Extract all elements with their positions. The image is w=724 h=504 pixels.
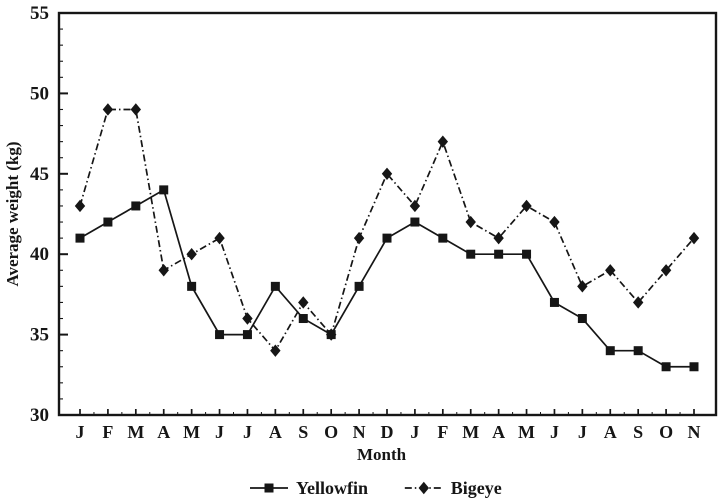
x-month-label: A bbox=[269, 422, 282, 442]
data-point-yellowfin bbox=[577, 314, 587, 324]
data-point-bigeye bbox=[158, 264, 169, 277]
data-point-yellowfin bbox=[438, 233, 448, 243]
x-month-label: D bbox=[381, 422, 394, 442]
data-point-bigeye bbox=[605, 264, 616, 277]
data-point-yellowfin bbox=[270, 281, 280, 291]
x-month-label: M bbox=[127, 422, 144, 442]
x-month-label: J bbox=[410, 422, 419, 442]
x-month-label: F bbox=[102, 422, 113, 442]
x-month-label: N bbox=[688, 422, 701, 442]
series-yellowfin bbox=[75, 185, 699, 372]
data-point-bigeye bbox=[465, 215, 476, 229]
data-point-yellowfin bbox=[131, 201, 141, 211]
data-point-yellowfin bbox=[549, 297, 559, 307]
series-bigeye bbox=[74, 103, 700, 357]
x-month-label: M bbox=[462, 422, 479, 442]
x-month-label: M bbox=[518, 422, 535, 442]
x-month-label: O bbox=[324, 422, 338, 442]
x-month-label: J bbox=[243, 422, 252, 442]
x-month-label: A bbox=[604, 422, 617, 442]
data-point-yellowfin bbox=[522, 249, 532, 259]
data-point-bigeye bbox=[549, 215, 560, 229]
data-point-bigeye bbox=[130, 103, 142, 116]
data-point-bigeye bbox=[270, 344, 281, 357]
data-point-yellowfin bbox=[354, 281, 364, 291]
data-point-bigeye bbox=[353, 231, 365, 245]
x-month-label: J bbox=[550, 422, 559, 442]
x-month-label: M bbox=[183, 422, 200, 442]
x-month-label: J bbox=[215, 422, 224, 442]
data-point-bigeye bbox=[242, 312, 253, 325]
x-month-label: J bbox=[578, 422, 587, 442]
y-axis-title: Average weight (kg) bbox=[3, 141, 22, 286]
legend-item-bigeye: Bigeye bbox=[404, 478, 502, 498]
x-axis-title: Month bbox=[357, 445, 407, 464]
legend-item-yellowfin: Yellowfin bbox=[250, 478, 368, 498]
data-point-yellowfin bbox=[75, 233, 85, 243]
legend-marker-square bbox=[264, 483, 274, 493]
y-tick-label: 30 bbox=[30, 405, 49, 426]
legend-marker-diamond bbox=[418, 481, 429, 495]
plot-frame bbox=[57, 11, 718, 417]
x-month-label: A bbox=[492, 422, 505, 442]
legend-label-yellowfin: Yellowfin bbox=[296, 478, 368, 498]
data-point-yellowfin bbox=[689, 362, 699, 372]
data-point-bigeye bbox=[521, 199, 532, 213]
data-point-bigeye bbox=[493, 231, 504, 245]
data-point-yellowfin bbox=[633, 346, 643, 356]
data-point-bigeye bbox=[381, 167, 393, 180]
data-point-bigeye bbox=[577, 280, 588, 293]
y-tick-label: 40 bbox=[30, 244, 49, 265]
data-point-bigeye bbox=[74, 199, 86, 213]
data-point-bigeye bbox=[688, 231, 700, 245]
data-point-yellowfin bbox=[215, 330, 225, 340]
data-point-yellowfin bbox=[103, 217, 113, 227]
y-tick-label: 55 bbox=[30, 3, 49, 24]
y-tick-label: 45 bbox=[30, 164, 49, 185]
data-point-bigeye bbox=[437, 135, 449, 148]
data-point-yellowfin bbox=[242, 330, 252, 340]
data-point-yellowfin bbox=[159, 185, 169, 195]
x-month-label: F bbox=[437, 422, 448, 442]
data-point-bigeye bbox=[298, 296, 309, 309]
x-month-label: O bbox=[659, 422, 673, 442]
data-point-yellowfin bbox=[187, 281, 197, 291]
x-month-label: S bbox=[633, 422, 643, 442]
series-line-bigeye bbox=[79, 108, 695, 353]
x-month-label: S bbox=[298, 422, 308, 442]
y-tick-label: 50 bbox=[30, 83, 49, 104]
data-point-bigeye bbox=[660, 264, 672, 277]
x-month-label: A bbox=[157, 422, 170, 442]
data-point-yellowfin bbox=[661, 362, 671, 372]
y-tick-label: 35 bbox=[30, 325, 49, 346]
data-point-yellowfin bbox=[410, 217, 420, 227]
legend: Yellowfin Bigeye bbox=[250, 478, 502, 498]
data-point-yellowfin bbox=[298, 314, 308, 324]
x-month-label: J bbox=[76, 422, 85, 442]
data-point-yellowfin bbox=[605, 346, 615, 356]
data-point-bigeye bbox=[632, 296, 644, 309]
data-point-yellowfin bbox=[494, 249, 504, 259]
data-point-bigeye bbox=[325, 328, 337, 341]
data-point-yellowfin bbox=[466, 249, 476, 259]
legend-label-bigeye: Bigeye bbox=[451, 478, 502, 498]
data-point-bigeye bbox=[214, 231, 225, 245]
data-point-yellowfin bbox=[382, 233, 392, 243]
data-point-bigeye bbox=[186, 248, 197, 261]
data-point-bigeye bbox=[409, 199, 421, 213]
data-point-bigeye bbox=[102, 103, 114, 116]
series-line-yellowfin bbox=[79, 188, 694, 368]
x-month-label: N bbox=[353, 422, 366, 442]
